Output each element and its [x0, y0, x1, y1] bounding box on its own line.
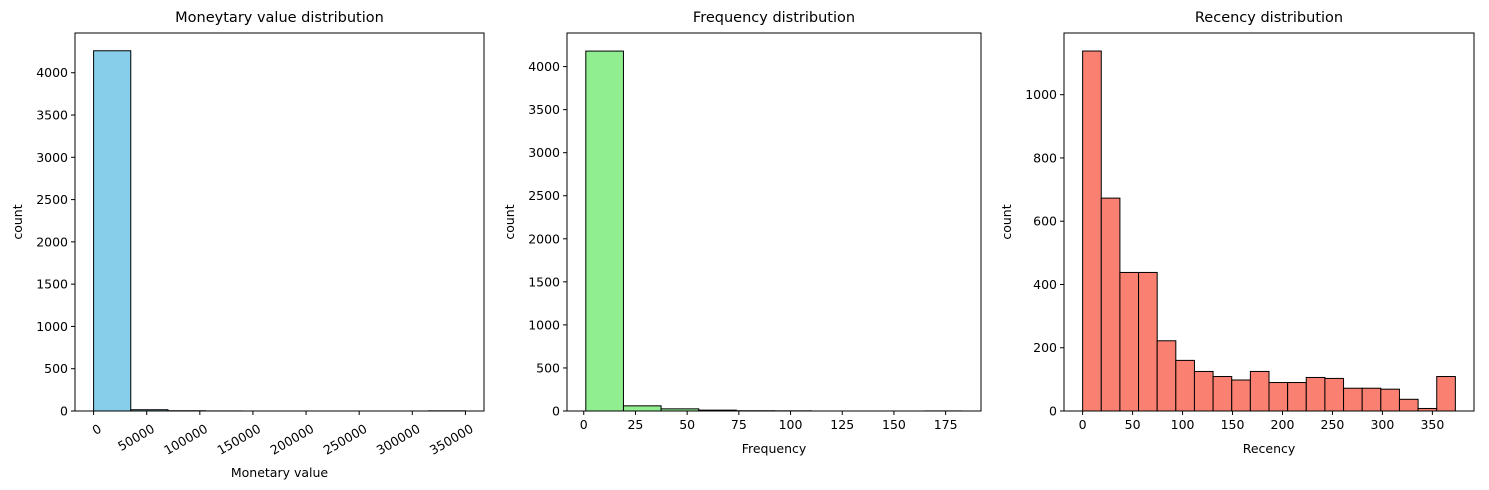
chart-title-frequency: Frequency distribution	[693, 10, 855, 26]
y-tick-label-monetary-3: 1500	[36, 277, 68, 292]
y-axis-label-monetary: count	[10, 204, 25, 239]
bar-recency-15	[1361, 387, 1382, 412]
bar-recency-12	[1305, 376, 1326, 412]
x-tick-label-recency-0: 0	[1079, 417, 1087, 432]
bar-recency-5	[1175, 359, 1195, 412]
y-tick-label-frequency-4: 2000	[528, 231, 560, 246]
bar-recency-2	[1119, 271, 1140, 412]
bar-recency-16	[1380, 388, 1400, 412]
bar-recency-8	[1231, 379, 1251, 412]
x-tick-label-frequency-2: 50	[679, 417, 695, 432]
bar-recency-0	[1082, 50, 1102, 412]
y-tick-label-frequency-7: 3500	[528, 102, 560, 117]
y-tick-label-recency-0: 0	[1049, 404, 1057, 419]
axes-frame-frequency	[566, 32, 982, 412]
y-tick-label-monetary-2: 1000	[36, 319, 68, 334]
x-axis-label-recency: Recency	[1243, 441, 1296, 456]
bar-recency-13	[1324, 377, 1345, 412]
x-tick-label-recency-7: 350	[1420, 417, 1444, 432]
x-tick-label-monetary-1: 50000	[115, 421, 157, 454]
x-tick-label-monetary-7: 350000	[427, 421, 476, 458]
x-tick-label-frequency-0: 0	[580, 417, 588, 432]
bar-recency-1	[1100, 197, 1121, 412]
y-tick-label-monetary-1: 500	[44, 361, 68, 376]
bar-recency-10	[1268, 382, 1289, 412]
y-tick-label-recency-3: 600	[1033, 214, 1057, 229]
y-tick-label-frequency-1: 500	[536, 360, 560, 375]
panel-frequency: Frequency distribution Frequency count 0…	[502, 10, 982, 456]
x-tick-label-recency-3: 150	[1221, 417, 1245, 432]
x-tick-label-monetary-3: 150000	[214, 421, 263, 458]
y-tick-label-recency-4: 800	[1033, 150, 1057, 165]
x-tick-label-recency-2: 100	[1171, 417, 1195, 432]
bar-monetary-0	[93, 50, 132, 412]
y-tick-label-frequency-5: 2500	[528, 188, 560, 203]
y-tick-label-recency-5: 1000	[1025, 87, 1057, 102]
bar-frequency-1	[622, 405, 662, 412]
x-tick-label-monetary-6: 300000	[374, 421, 423, 458]
chart-title-recency: Recency distribution	[1195, 10, 1343, 26]
bar-recency-11	[1287, 382, 1307, 412]
bar-recency-3	[1138, 271, 1158, 412]
x-tick-label-frequency-3: 75	[731, 417, 747, 432]
x-tick-label-frequency-1: 25	[627, 417, 643, 432]
x-tick-label-recency-5: 250	[1321, 417, 1345, 432]
y-tick-label-frequency-0: 0	[552, 404, 560, 419]
bar-recency-6	[1193, 370, 1214, 412]
x-axis-label-frequency: Frequency	[742, 441, 807, 456]
y-tick-label-frequency-2: 1000	[528, 317, 560, 332]
x-tick-label-frequency-4: 100	[779, 417, 803, 432]
bar-recency-14	[1343, 387, 1363, 412]
axes-frame-recency	[1063, 32, 1475, 412]
panel-recency: Recency distribution Recency count 0 50 10…	[999, 10, 1475, 456]
x-tick-label-frequency-5: 125	[830, 417, 854, 432]
y-tick-label-frequency-3: 1500	[528, 274, 560, 289]
x-tick-label-monetary-2: 100000	[161, 421, 210, 458]
y-tick-label-frequency-8: 4000	[528, 59, 560, 74]
y-axis-label-frequency: count	[502, 204, 517, 239]
bar-recency-4	[1156, 340, 1177, 412]
chart-title-monetary: Moneytary value distribution	[175, 10, 384, 26]
x-tick-label-recency-1: 50	[1125, 417, 1141, 432]
bar-recency-7	[1212, 376, 1233, 412]
x-tick-label-monetary-4: 200000	[268, 421, 317, 458]
x-tick-label-monetary-5: 250000	[321, 421, 370, 458]
y-tick-label-monetary-5: 2500	[36, 192, 68, 207]
y-tick-label-monetary-8: 4000	[36, 65, 68, 80]
y-axis-label-recency: count	[999, 204, 1014, 239]
y-tick-label-monetary-4: 2000	[36, 234, 68, 249]
bar-recency-17	[1398, 398, 1419, 412]
y-tick-label-monetary-0: 0	[60, 404, 68, 419]
x-tick-label-frequency-6: 150	[882, 417, 906, 432]
axes-frame-monetary	[74, 32, 485, 412]
bar-recency-9	[1249, 370, 1270, 412]
x-axis-label-monetary: Monetary value	[231, 465, 329, 480]
y-tick-label-monetary-6: 3000	[36, 150, 68, 165]
y-tick-label-frequency-6: 3000	[528, 145, 560, 160]
x-tick-label-recency-4: 200	[1271, 417, 1295, 432]
y-tick-label-recency-1: 200	[1033, 340, 1057, 355]
panel-monetary: Moneytary value distribution Monetary va…	[10, 10, 485, 480]
x-tick-label-recency-6: 300	[1370, 417, 1394, 432]
bar-recency-19	[1436, 376, 1456, 412]
y-tick-label-recency-2: 400	[1033, 277, 1057, 292]
y-tick-label-monetary-7: 3500	[36, 108, 68, 123]
x-tick-label-frequency-7: 175	[934, 417, 958, 432]
bar-frequency-0	[585, 50, 624, 412]
x-tick-label-monetary-0: 0	[90, 421, 104, 438]
